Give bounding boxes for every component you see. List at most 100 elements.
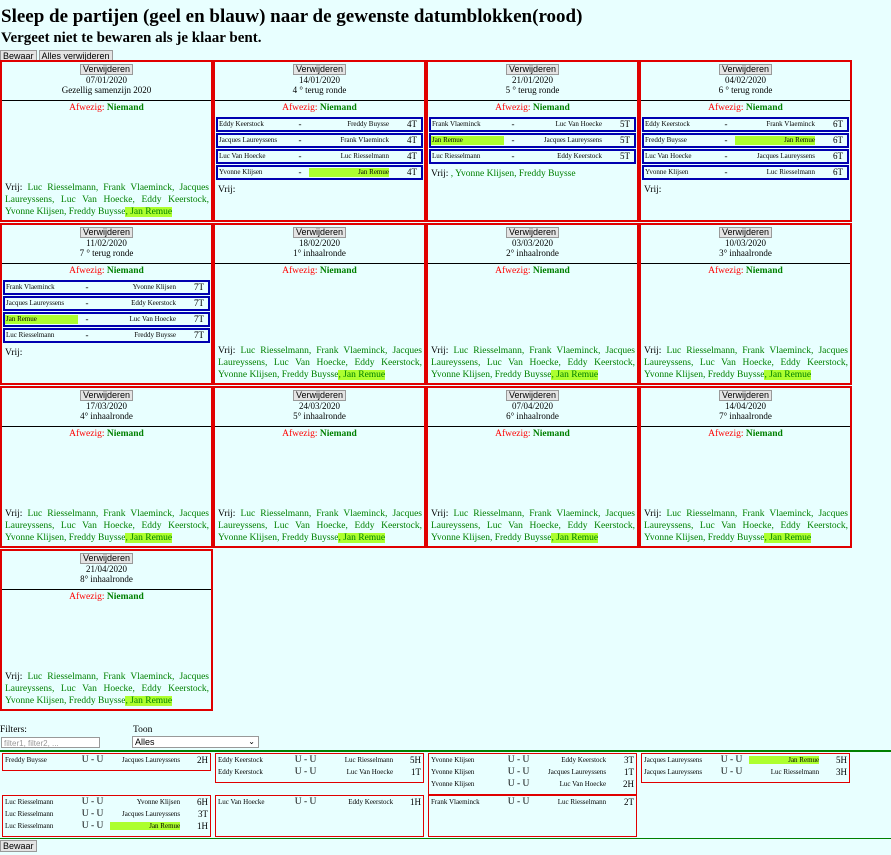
game-separator: -: [724, 151, 728, 161]
pool-card[interactable]: Luc Van Hoecke U - U Eddy Keerstock 1H: [215, 795, 424, 837]
pool-game[interactable]: Frank Vlaeminck U - U Luc Riesselmann 2T: [429, 796, 636, 808]
delete-block-button[interactable]: Verwijderen: [718, 64, 773, 75]
date-block[interactable]: Verwijderen 18/02/2020 1° inhaalronde Af…: [213, 223, 426, 385]
absent-value: Niemand: [532, 266, 570, 276]
game-score: U - U: [81, 797, 104, 807]
pool-game[interactable]: Yvonne Klijsen U - U Eddy Keerstock 3T: [429, 754, 636, 766]
game-list: Eddy Keerstock - Freddy Buysse 4T Jacque…: [215, 117, 424, 180]
absent-value: Niemand: [532, 429, 570, 439]
pool-game[interactable]: Eddy Keerstock U - U Luc Van Hoecke 1T: [216, 766, 423, 778]
game-card[interactable]: Luc Van Hoecke - Luc Riesselmann 4T: [216, 149, 423, 164]
pool-card[interactable]: Eddy Keerstock U - U Luc Riesselmann 5H …: [215, 753, 424, 783]
date-block[interactable]: Verwijderen 14/04/2020 7° inhaalronde Af…: [639, 386, 852, 548]
game-card[interactable]: Eddy Keerstock - Frank Vlaeminck 6T: [642, 117, 849, 132]
player-home: Yvonne Klijsen: [219, 168, 263, 176]
delete-block-button[interactable]: Verwijderen: [79, 64, 134, 75]
player-away: Frank Vlaeminck: [766, 120, 815, 128]
game-card[interactable]: Jacques Laureyssens - Eddy Keerstock 7T: [3, 296, 210, 311]
pool-game[interactable]: Jacques Laureyssens U - U Jan Remue 5H: [642, 754, 849, 766]
absent-value: Niemand: [319, 266, 357, 276]
game-code: 6T: [833, 135, 843, 145]
pool-game[interactable]: Freddy Buysse U - U Jacques Laureyssens …: [3, 754, 210, 766]
absent-label: Afwezig:: [69, 266, 105, 276]
block-round: 2° inhaalronde: [506, 248, 559, 258]
block-header: Verwijderen 03/03/2020 2° inhaalronde: [428, 225, 637, 264]
game-card[interactable]: Yvonne Klijsen - Jan Remue 4T: [216, 165, 423, 180]
date-block[interactable]: Verwijderen 10/03/2020 3° inhaalronde Af…: [639, 223, 852, 385]
player-home: Luc Van Hoecke: [645, 152, 692, 160]
player-home: Luc Van Hoecke: [218, 798, 265, 806]
block-date: 24/03/2020: [298, 401, 340, 411]
date-block[interactable]: Verwijderen 21/01/2020 5 ° terug ronde A…: [426, 60, 639, 222]
game-card[interactable]: Eddy Keerstock - Freddy Buysse 4T: [216, 117, 423, 132]
delete-block-button[interactable]: Verwijderen: [292, 64, 347, 75]
pool-card[interactable]: Luc Riesselmann U - U Yvonne Klijsen 6H …: [2, 795, 211, 837]
date-block[interactable]: Verwijderen 04/02/2020 6 ° terug ronde A…: [639, 60, 852, 222]
delete-block-button[interactable]: Verwijderen: [79, 553, 134, 564]
player-home: Yvonne Klijsen: [431, 756, 475, 764]
show-select[interactable]: Alles ⌄: [132, 736, 259, 748]
delete-block-button[interactable]: Verwijderen: [292, 227, 347, 238]
delete-block-button[interactable]: Verwijderen: [505, 227, 560, 238]
save-button-bottom[interactable]: Bewaar: [0, 840, 37, 852]
absent-value: Niemand: [106, 266, 144, 276]
game-card[interactable]: Yvonne Klijsen - Luc Riesselmann 6T: [642, 165, 849, 180]
date-block[interactable]: Verwijderen 03/03/2020 2° inhaalronde Af…: [426, 223, 639, 385]
delete-block-button[interactable]: Verwijderen: [505, 390, 560, 401]
game-score: U - U: [81, 809, 104, 819]
absent-line: Afwezig: Niemand: [2, 429, 211, 440]
game-code: 3H: [836, 767, 847, 777]
pool-game[interactable]: Luc Riesselmann U - U Yvonne Klijsen 6H: [3, 796, 210, 808]
game-card[interactable]: Luc Van Hoecke - Jacques Laureyssens 6T: [642, 149, 849, 164]
pool-game[interactable]: Eddy Keerstock U - U Luc Riesselmann 5H: [216, 754, 423, 766]
pool-card[interactable]: Frank Vlaeminck U - U Luc Riesselmann 2T: [428, 795, 637, 837]
game-code: 5T: [620, 119, 630, 129]
game-card[interactable]: Freddy Buysse - Jan Remue 6T: [642, 133, 849, 148]
player-home: Freddy Buysse: [5, 756, 47, 764]
delete-block-button[interactable]: Verwijderen: [79, 390, 134, 401]
delete-block-button[interactable]: Verwijderen: [718, 390, 773, 401]
free-line: Vrij: Luc Riesselmann, Frank Vlaeminck, …: [5, 182, 209, 218]
delete-block-button[interactable]: Verwijderen: [718, 227, 773, 238]
pool-game[interactable]: Luc Riesselmann U - U Jan Remue 1H: [3, 820, 210, 832]
filter-input[interactable]: filter1, filter2, ...: [1, 737, 100, 748]
pool-game[interactable]: Luc Riesselmann U - U Jacques Laureyssen…: [3, 808, 210, 820]
block-round: 5 ° terug ronde: [505, 85, 560, 95]
game-card[interactable]: Luc Riesselmann - Freddy Buysse 7T: [3, 328, 210, 343]
free-players-highlight: , Jan Remue: [338, 533, 386, 543]
pool-game[interactable]: Yvonne Klijsen U - U Jacques Laureyssens…: [429, 766, 636, 778]
game-card[interactable]: Jan Remue - Luc Van Hoecke 7T: [3, 312, 210, 327]
date-block[interactable]: Verwijderen 11/02/2020 7 ° terug ronde A…: [0, 223, 213, 385]
absent-line: Afwezig: Niemand: [641, 103, 850, 114]
free-line: Vrij:: [218, 184, 422, 196]
pool-card[interactable]: Yvonne Klijsen U - U Eddy Keerstock 3T Y…: [428, 753, 637, 795]
game-card[interactable]: Frank Vlaeminck - Yvonne Klijsen 7T: [3, 280, 210, 295]
pool-game[interactable]: Jacques Laureyssens U - U Luc Riesselman…: [642, 766, 849, 778]
absent-line: Afwezig: Niemand: [2, 103, 211, 114]
delete-block-button[interactable]: Verwijderen: [292, 390, 347, 401]
pool-card[interactable]: Jacques Laureyssens U - U Jan Remue 5H J…: [641, 753, 850, 783]
game-card[interactable]: Jan Remue - Jacques Laureyssens 5T: [429, 133, 636, 148]
date-block[interactable]: Verwijderen 14/01/2020 4 ° terug ronde A…: [213, 60, 426, 222]
delete-block-button[interactable]: Verwijderen: [79, 227, 134, 238]
game-card[interactable]: Frank Vlaeminck - Luc Van Hoecke 5T: [429, 117, 636, 132]
free-players: Luc Riesselmann, Frank Vlaeminck, Jacque…: [218, 346, 422, 380]
block-header: Verwijderen 17/03/2020 4° inhaalronde: [2, 388, 211, 427]
pool-game[interactable]: Luc Van Hoecke U - U Eddy Keerstock 1H: [216, 796, 423, 808]
date-block[interactable]: Verwijderen 21/04/2020 8° inhaalronde Af…: [0, 549, 213, 711]
date-block[interactable]: Verwijderen 07/04/2020 6° inhaalronde Af…: [426, 386, 639, 548]
date-block[interactable]: Verwijderen 17/03/2020 4° inhaalronde Af…: [0, 386, 213, 548]
date-block[interactable]: Verwijderen 07/01/2020 Gezellig samenzij…: [0, 60, 213, 222]
player-away: Eddy Keerstock: [348, 798, 394, 806]
free-players: Luc Riesselmann, Frank Vlaeminck, Jacque…: [218, 509, 422, 543]
block-round: 1° inhaalronde: [293, 248, 346, 258]
player-away: Jan Remue: [749, 756, 820, 764]
game-card[interactable]: Luc Riesselmann - Eddy Keerstock 5T: [429, 149, 636, 164]
pool-card[interactable]: Freddy Buysse U - U Jacques Laureyssens …: [2, 753, 211, 771]
delete-block-button[interactable]: Verwijderen: [505, 64, 560, 75]
game-card[interactable]: Jacques Laureyssens - Frank Vlaeminck 4T: [216, 133, 423, 148]
pool-game[interactable]: Yvonne Klijsen U - U Luc Van Hoecke 2H: [429, 778, 636, 790]
player-home: Yvonne Klijsen: [431, 780, 475, 788]
date-block[interactable]: Verwijderen 24/03/2020 5° inhaalronde Af…: [213, 386, 426, 548]
game-code: 5H: [410, 755, 421, 765]
